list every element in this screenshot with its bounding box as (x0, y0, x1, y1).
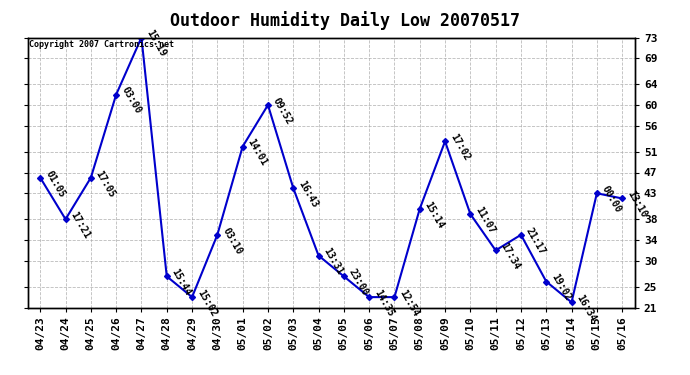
Text: 03:00: 03:00 (119, 86, 143, 116)
Text: 23:00: 23:00 (347, 267, 371, 298)
Text: 11:07: 11:07 (473, 205, 497, 236)
Text: 15:44: 15:44 (170, 267, 193, 298)
Text: 14:35: 14:35 (372, 288, 395, 318)
Text: 16:34: 16:34 (575, 293, 598, 324)
Text: 09:52: 09:52 (271, 96, 295, 126)
Text: 15:02: 15:02 (195, 288, 219, 318)
Text: Copyright 2007 Cartronics.net: Copyright 2007 Cartronics.net (29, 40, 174, 49)
Text: 17:02: 17:02 (448, 132, 471, 163)
Text: 12:54: 12:54 (397, 288, 421, 318)
Text: 19:02: 19:02 (549, 272, 573, 303)
Text: 13:10: 13:10 (625, 189, 649, 220)
Text: 16:43: 16:43 (296, 179, 319, 209)
Text: 17:21: 17:21 (68, 210, 92, 240)
Text: 15:19: 15:19 (144, 28, 168, 59)
Text: 01:05: 01:05 (43, 168, 67, 199)
Text: 17:34: 17:34 (499, 241, 522, 272)
Text: 00:00: 00:00 (600, 184, 623, 214)
Text: Outdoor Humidity Daily Low 20070517: Outdoor Humidity Daily Low 20070517 (170, 11, 520, 30)
Text: 21:17: 21:17 (524, 226, 547, 256)
Text: 17:05: 17:05 (94, 168, 117, 199)
Text: 03:10: 03:10 (220, 226, 244, 256)
Text: 13:31: 13:31 (322, 246, 345, 277)
Text: 14:01: 14:01 (246, 137, 269, 168)
Text: 15:14: 15:14 (423, 200, 446, 230)
